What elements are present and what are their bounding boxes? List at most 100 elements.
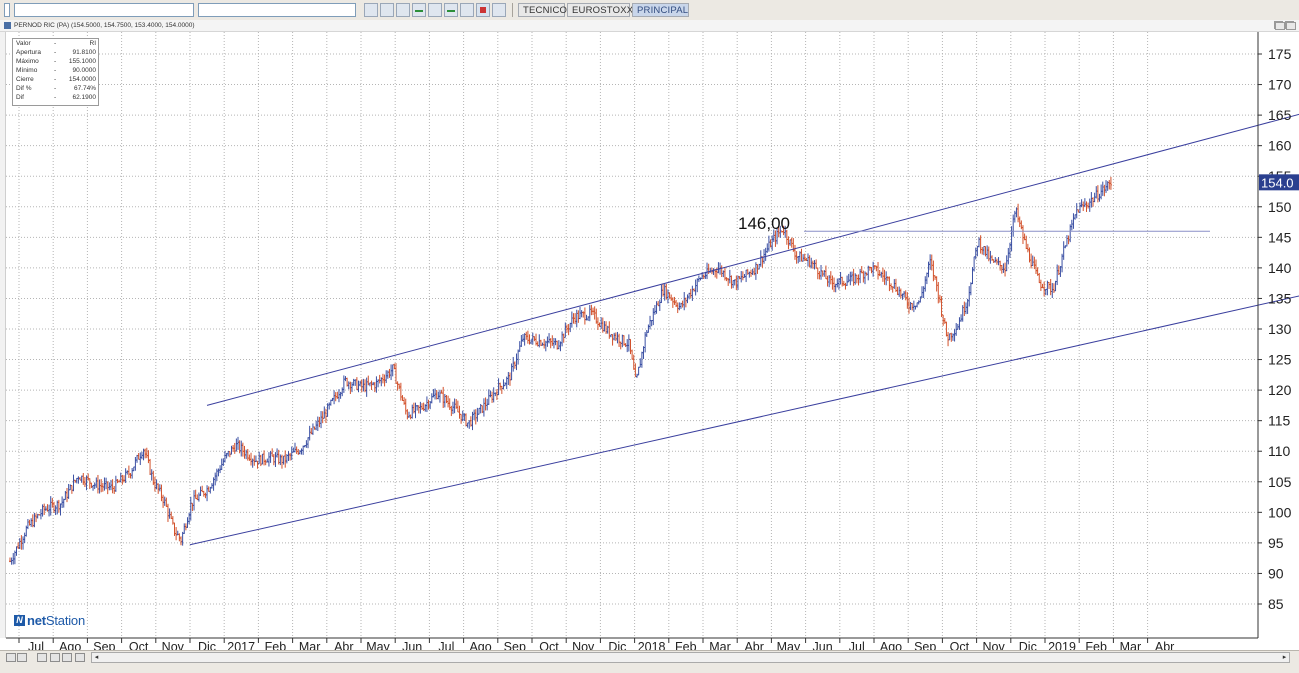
info-row-dif-pct: Dif % - 67.74% [16, 85, 96, 93]
info-row-header: Valor - RI [16, 40, 96, 48]
tab-eurostoxx[interactable]: EUROSTOXX [567, 3, 633, 17]
time-tick-label: Mar [709, 640, 731, 650]
time-tick-label: 2018 [638, 640, 666, 650]
time-tick-label: Abr [334, 640, 353, 650]
info-sep: - [54, 94, 57, 101]
list-icon[interactable] [396, 3, 410, 17]
search-combo[interactable] [198, 3, 356, 17]
maximize-icon[interactable] [1286, 22, 1296, 30]
netstation-logo: N netStation [14, 612, 85, 628]
scroll-right-icon[interactable]: ▸ [1282, 654, 1287, 661]
zoom-in-icon[interactable] [50, 653, 60, 662]
symbol-combo[interactable] [14, 3, 194, 17]
line-chart-icon[interactable] [412, 3, 426, 17]
candle-chart-icon[interactable] [460, 3, 474, 17]
time-tick-label: Jul [849, 640, 865, 650]
scroll-left-icon[interactable]: ◂ [94, 654, 99, 661]
time-tick-label: Nov [572, 640, 595, 650]
resistance-label: 146,00 [738, 214, 790, 233]
info-sep: - [54, 76, 57, 83]
time-tick-label: Mar [299, 640, 321, 650]
time-tick-label: Dic [198, 640, 216, 650]
info-row-maximo: Máximo - 155.1000 [16, 58, 96, 66]
price-tick-label: 160 [1268, 138, 1292, 154]
bar-chart-icon[interactable] [428, 3, 442, 17]
bottom-toolbar: ◂ ▸ [0, 650, 1299, 673]
crosshair-icon[interactable] [37, 653, 47, 662]
price-tick-label: 85 [1268, 596, 1284, 612]
price-tick-label: 115 [1268, 413, 1291, 429]
info-sep: - [54, 40, 57, 47]
info-value: RI [89, 40, 97, 47]
time-tick-label: Dic [1019, 640, 1037, 650]
price-tick-label: 110 [1268, 443, 1291, 459]
table-icon[interactable] [380, 3, 394, 17]
info-label: Dif % [16, 85, 32, 92]
info-sep: - [54, 49, 57, 56]
scroll-up-icon[interactable] [1275, 22, 1285, 30]
time-tick-label: Sep [504, 640, 526, 650]
zoom-reset-icon[interactable] [62, 653, 72, 662]
tab-principal[interactable]: PRINCIPAL [632, 3, 689, 17]
settings-icon[interactable] [6, 653, 16, 662]
price-chart[interactable]: 85 90 95 100 105 110 115 120 125 130 135 140 145 150 1… [0, 0, 1299, 650]
window-controls [1272, 22, 1298, 30]
time-tick-label: Dic [608, 640, 626, 650]
main-toolbar: TECNICO EUROSTOXX PRINCIPAL [0, 0, 1299, 21]
time-tick-label: Feb [265, 640, 287, 650]
annotations: 146,00 [738, 214, 1210, 233]
time-tick-label: Ago [469, 640, 491, 650]
time-tick-label: Ago [880, 640, 902, 650]
price-tick-label: 145 [1268, 229, 1292, 245]
alert-icon[interactable] [476, 3, 490, 17]
info-label: Valor [16, 40, 31, 47]
price-tick-label: 90 [1268, 565, 1284, 581]
info-label: Máximo [16, 58, 39, 65]
zoom-icon[interactable] [492, 3, 506, 17]
info-value: 67.74% [73, 85, 96, 92]
time-tick-label: Nov [162, 640, 185, 650]
info-row-cierre: Cierre - 154.0000 [16, 76, 96, 84]
price-tick-label: 120 [1268, 382, 1292, 398]
candlestick-series [9, 176, 1112, 565]
toolbar-handle [4, 3, 10, 17]
time-tick-label: Oct [539, 640, 559, 650]
time-tick-label: Sep [914, 640, 936, 650]
time-tick-label: Sep [93, 640, 115, 650]
info-label: Cierre [16, 76, 34, 83]
chart-grid [6, 32, 1258, 638]
tab-tecnico[interactable]: TECNICO [518, 3, 567, 17]
grid-icon[interactable] [364, 3, 378, 17]
netstation-logo-icon: N [14, 614, 25, 626]
time-tick-label: Feb [675, 640, 697, 650]
price-tick-label: 95 [1268, 535, 1284, 551]
info-value: 154.0000 [68, 76, 96, 83]
last-price-label: 154.0 [1261, 175, 1294, 190]
price-tick-label: 140 [1268, 260, 1292, 276]
area-chart-icon[interactable] [444, 3, 458, 17]
price-tick-label: 170 [1268, 77, 1292, 93]
info-sep: - [54, 67, 57, 74]
time-tick-label: May [777, 640, 801, 650]
zoom-fit-icon[interactable] [75, 653, 85, 662]
channel-lower-line [189, 295, 1299, 546]
time-tick-label: Feb [1085, 640, 1107, 650]
info-value: 155.1000 [68, 58, 96, 65]
info-value: 91.8100 [72, 49, 97, 56]
channel-upper-line [206, 113, 1299, 406]
price-tick-label: 135 [1268, 290, 1292, 306]
time-tick-label: May [366, 640, 390, 650]
time-tick-label: Jun [402, 640, 422, 650]
horizontal-scrollbar[interactable]: ◂ ▸ [91, 652, 1290, 663]
zoom-out-icon[interactable] [17, 653, 27, 662]
info-row-apertura: Apertura - 91.8100 [16, 49, 96, 57]
price-tick-label: 125 [1268, 352, 1292, 368]
time-tick-label: Jul [28, 640, 44, 650]
time-tick-label: Nov [982, 640, 1005, 650]
info-sep: - [54, 58, 57, 65]
time-tick-label: Oct [950, 640, 970, 650]
chart-window-title: PERNOD RIC (PA) (154.5000, 154.7500, 153… [14, 22, 195, 29]
info-row-minimo: Mínimo - 90.0000 [16, 67, 96, 75]
time-tick-label: Ago [59, 640, 81, 650]
info-panel: Valor - RI Apertura - 91.8100 Máximo - 1… [12, 38, 99, 106]
